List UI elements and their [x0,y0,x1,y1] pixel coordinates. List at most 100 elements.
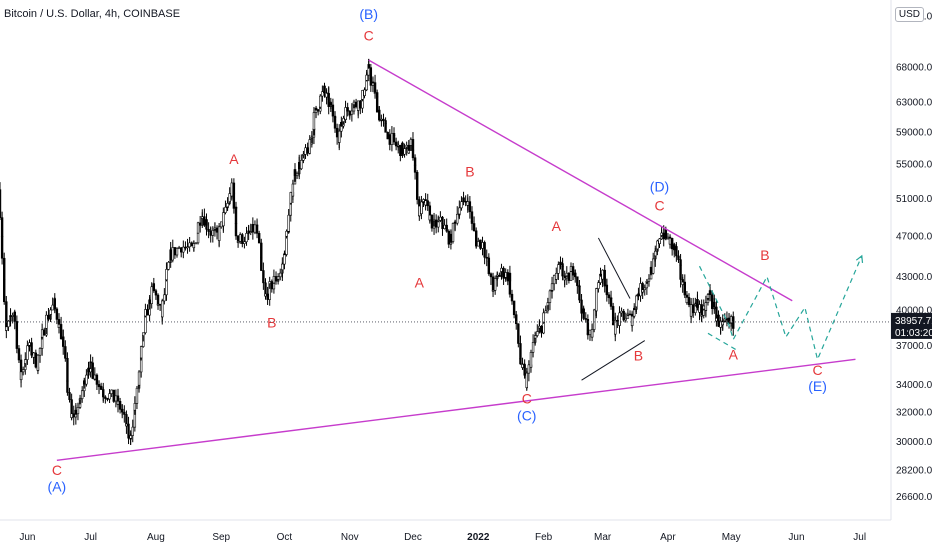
candle-body [110,389,113,394]
candle-body [723,318,727,322]
candle-body [28,342,31,346]
candle-body [66,357,69,382]
time-axis[interactable]: Jun Jul Aug Sep Oct Nov Dec 2022 Feb Mar Apr May Jun… [19,532,866,543]
candle [289,191,292,205]
wave-label: C [812,362,822,378]
candle [97,380,101,393]
candle-body [582,308,585,319]
candle [274,271,278,285]
candle-body [403,148,406,155]
candle-body [563,277,566,281]
candle-body [163,294,166,302]
candle-body [38,348,42,356]
price-axis[interactable]: 76000.0068000.0063000.0059000.0055000.00… [896,11,932,503]
candle-body [706,294,710,299]
candle [512,300,516,319]
candle-body [171,247,174,261]
candle [226,197,229,212]
candle [474,234,478,249]
candle [102,387,105,402]
candle [430,214,434,232]
candle-body [708,290,712,296]
candle [689,297,693,320]
candle [696,291,699,311]
candle [142,332,145,342]
candle-body [725,318,729,321]
candle [78,397,82,405]
countdown-label: 01:03:20 [895,328,932,339]
candle-body [283,253,286,256]
candle [312,107,316,136]
candle [441,220,444,236]
candle [732,311,735,336]
candle [300,154,303,171]
candle-body [363,89,366,96]
y-tick-label: 43000.00 [896,272,932,283]
candle-body [618,312,621,326]
currency-badge[interactable]: USD [894,7,924,22]
candle [519,357,522,365]
y-tick-label: 37000.00 [896,341,932,352]
candle-body [732,316,735,329]
candle-body [605,284,609,296]
candle-body [333,117,337,129]
candle [576,276,579,294]
candle-body [228,193,231,202]
candle [679,262,682,288]
candle-body [175,248,179,256]
candle-body [123,411,126,415]
candle-body [354,101,358,108]
candle-body [83,380,86,385]
candle [496,271,499,281]
candle-body [165,269,168,281]
candle-body [620,310,623,314]
candle-body [19,371,23,381]
candle-body [308,139,311,154]
candle-body [409,139,413,146]
current-price-marker: 38957.7101:03:20 [0,312,932,339]
candle [186,238,189,254]
candle-body [125,423,128,427]
candle [268,276,271,289]
candle [630,310,634,332]
candle-body [329,102,333,106]
candle-body [169,249,172,261]
candle-body [253,224,257,233]
candle-body [555,273,558,280]
candle-body [78,398,82,400]
candle [131,419,134,443]
candle-body [257,233,261,244]
price-series [0,58,735,445]
candle-body [211,230,215,236]
candle [211,226,215,243]
candle [177,245,181,250]
candle-body [55,308,59,320]
candle [578,284,581,303]
candle [588,329,592,341]
candle [249,223,252,236]
candle-body [268,281,271,285]
candle-body [40,329,44,338]
current-price-tag [891,312,932,339]
candle-body [133,403,137,411]
candle [257,230,261,244]
candle [9,308,12,325]
candle [428,209,432,223]
candle [628,310,632,316]
candle [633,303,636,311]
candle-body [91,368,94,379]
candle-body [415,171,419,195]
candle [59,316,63,340]
candle [338,124,341,151]
candle-body [639,283,642,297]
candle-body [378,109,381,121]
candle [331,98,335,123]
candle [110,389,113,398]
candle-body [407,150,410,154]
candle [458,200,461,220]
candle-body [453,221,457,224]
y-tick-label: 68000.00 [896,62,932,73]
candle [251,217,255,240]
